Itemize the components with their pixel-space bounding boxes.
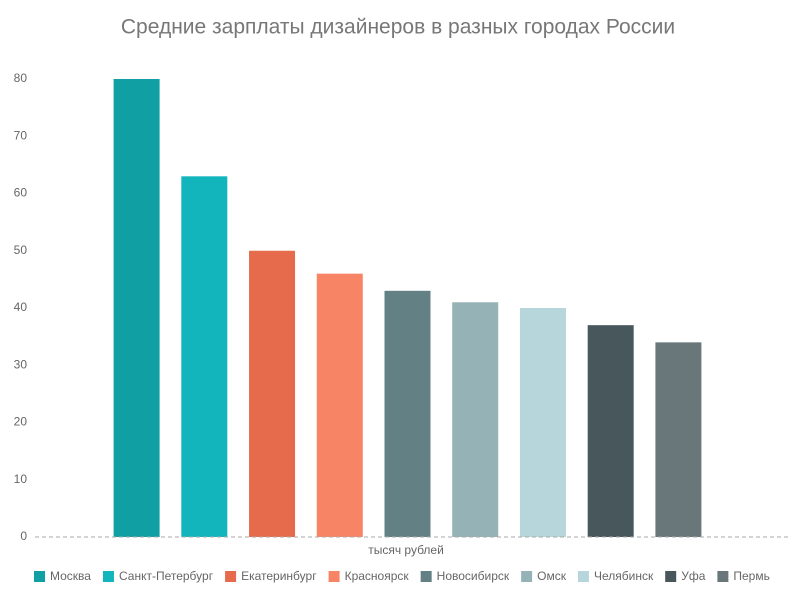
bar [181, 176, 228, 537]
legend-swatch [102, 571, 114, 582]
y-tick-label: 70 [14, 128, 28, 142]
legend-label: Красноярск [345, 569, 410, 583]
y-tick-label: 60 [14, 186, 28, 200]
chart-title: Средние зарплаты дизайнеров в разных гор… [121, 16, 675, 39]
y-tick-label: 80 [14, 71, 28, 85]
legend-label: Санкт-Петербург [119, 569, 214, 583]
legend-label: Омск [537, 569, 567, 583]
bar [316, 273, 363, 537]
y-tick-label: 50 [14, 243, 28, 257]
x-axis-label: тысяч рублей [368, 543, 444, 557]
y-tick-label: 30 [14, 357, 28, 371]
bar [113, 79, 160, 537]
bar [587, 325, 634, 537]
legend-swatch [665, 571, 677, 582]
legend-swatch [521, 571, 533, 582]
legend-label: Челябинск [594, 569, 654, 583]
legend-label: Екатеринбург [241, 569, 317, 583]
bar [655, 342, 702, 537]
bar [452, 302, 499, 537]
legend-label: Новосибирск [437, 569, 510, 583]
y-tick-label: 20 [14, 415, 28, 429]
legend-swatch [328, 571, 340, 582]
legend-swatch [577, 571, 589, 582]
y-tick-label: 40 [14, 300, 28, 314]
legend-swatch [225, 571, 237, 582]
legend-swatch [34, 571, 45, 582]
legend-swatch [717, 571, 729, 582]
bar [384, 290, 431, 537]
legend-label: Пермь [733, 569, 769, 583]
bar [519, 308, 566, 537]
y-tick-label: 0 [20, 529, 27, 543]
bar [249, 250, 296, 537]
legend-label: Москва [50, 569, 91, 583]
legend-swatch [420, 571, 432, 582]
y-tick-label: 10 [14, 472, 28, 486]
legend-label: Уфа [681, 569, 705, 583]
